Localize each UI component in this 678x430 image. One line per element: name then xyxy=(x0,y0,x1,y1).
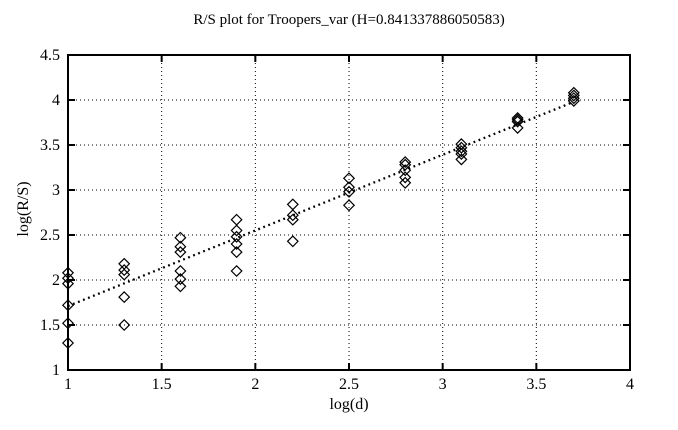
y-tick-label: 4 xyxy=(52,92,60,109)
data-point-diamond xyxy=(455,147,468,161)
chart-title: R/S plot for Troopers_var (H=0.841337886… xyxy=(193,12,505,28)
data-point-diamond xyxy=(174,264,187,278)
data-point-diamond xyxy=(455,153,468,166)
y-tick-label: 4.5 xyxy=(40,47,60,64)
data-point-diamond xyxy=(399,164,412,177)
data-point-diamond xyxy=(455,141,468,154)
tick-marks xyxy=(67,54,631,371)
data-point-diamond xyxy=(230,246,243,259)
data-point-diamond xyxy=(511,121,524,134)
x-tick-label: 2 xyxy=(251,376,259,393)
data-point-diamond xyxy=(399,176,412,189)
y-tick-label: 3 xyxy=(52,182,60,199)
fit-line xyxy=(67,100,575,308)
data-point-diamond xyxy=(342,199,356,212)
data-point-diamond xyxy=(511,113,524,126)
data-point-diamond xyxy=(342,185,356,198)
y-tick-label: 1.5 xyxy=(40,317,60,334)
data-point-diamond xyxy=(567,94,580,107)
data-point-diamond xyxy=(230,237,243,251)
data-point-diamond xyxy=(118,264,131,277)
data-point-diamond xyxy=(230,264,243,278)
data-point-diamond xyxy=(174,280,187,293)
data-point-diamond xyxy=(511,115,524,128)
y-tick-label: 2 xyxy=(52,272,60,289)
x-tick-label: 1.5 xyxy=(152,376,172,393)
tick-labels: 1 1.5 2 2.5 3 3.5 4 1 1.5 2 2.5 3 3.5 4 4.5 xyxy=(40,47,634,393)
data-point-diamond xyxy=(567,89,580,102)
y-tick-label: 2.5 xyxy=(40,227,60,244)
data-point-diamond xyxy=(61,272,75,285)
data-point-diamond xyxy=(61,317,75,330)
data-point-diamond xyxy=(286,198,299,211)
x-tick-label: 3 xyxy=(439,376,447,393)
data-point-diamond xyxy=(286,209,299,222)
data-point-diamond xyxy=(286,235,299,248)
data-point-diamond xyxy=(118,268,131,281)
x-tick-label: 4 xyxy=(626,376,634,393)
data-point-diamond xyxy=(174,231,187,244)
y-tick-label: 3.5 xyxy=(40,137,60,154)
data-point-diamond xyxy=(567,92,580,105)
data-point-diamond xyxy=(174,273,187,286)
data-point-diamond xyxy=(399,158,412,171)
data-point-diamond xyxy=(567,86,580,99)
plot-frame xyxy=(67,54,631,371)
x-tick-label: 3.5 xyxy=(526,376,546,393)
data-point-diamond xyxy=(399,171,412,184)
data-point-diamond xyxy=(118,318,131,332)
x-tick-label: 1 xyxy=(64,376,72,393)
data-point-diamond xyxy=(61,299,75,312)
y-tick-label: 1 xyxy=(52,362,60,379)
data-point-diamond xyxy=(118,291,131,304)
data-point-diamond xyxy=(286,213,299,226)
data-point-diamond xyxy=(230,230,243,243)
data-point-diamond xyxy=(118,257,131,270)
x-tick-label: 2.5 xyxy=(339,376,359,393)
data-point-diamond xyxy=(61,336,75,350)
data-point-diamond xyxy=(342,181,356,194)
data-point-diamond xyxy=(61,277,75,290)
data-point-diamond xyxy=(399,156,412,169)
data-points xyxy=(61,86,580,350)
data-point-diamond xyxy=(174,246,187,259)
grid-lines xyxy=(68,55,630,370)
data-point-diamond xyxy=(455,145,468,158)
data-point-diamond xyxy=(230,213,243,226)
x-axis-label: log(d) xyxy=(329,396,369,413)
data-point-diamond xyxy=(230,224,243,237)
data-point-diamond xyxy=(342,172,356,185)
data-point-diamond xyxy=(174,240,187,253)
data-point-diamond xyxy=(455,138,468,151)
